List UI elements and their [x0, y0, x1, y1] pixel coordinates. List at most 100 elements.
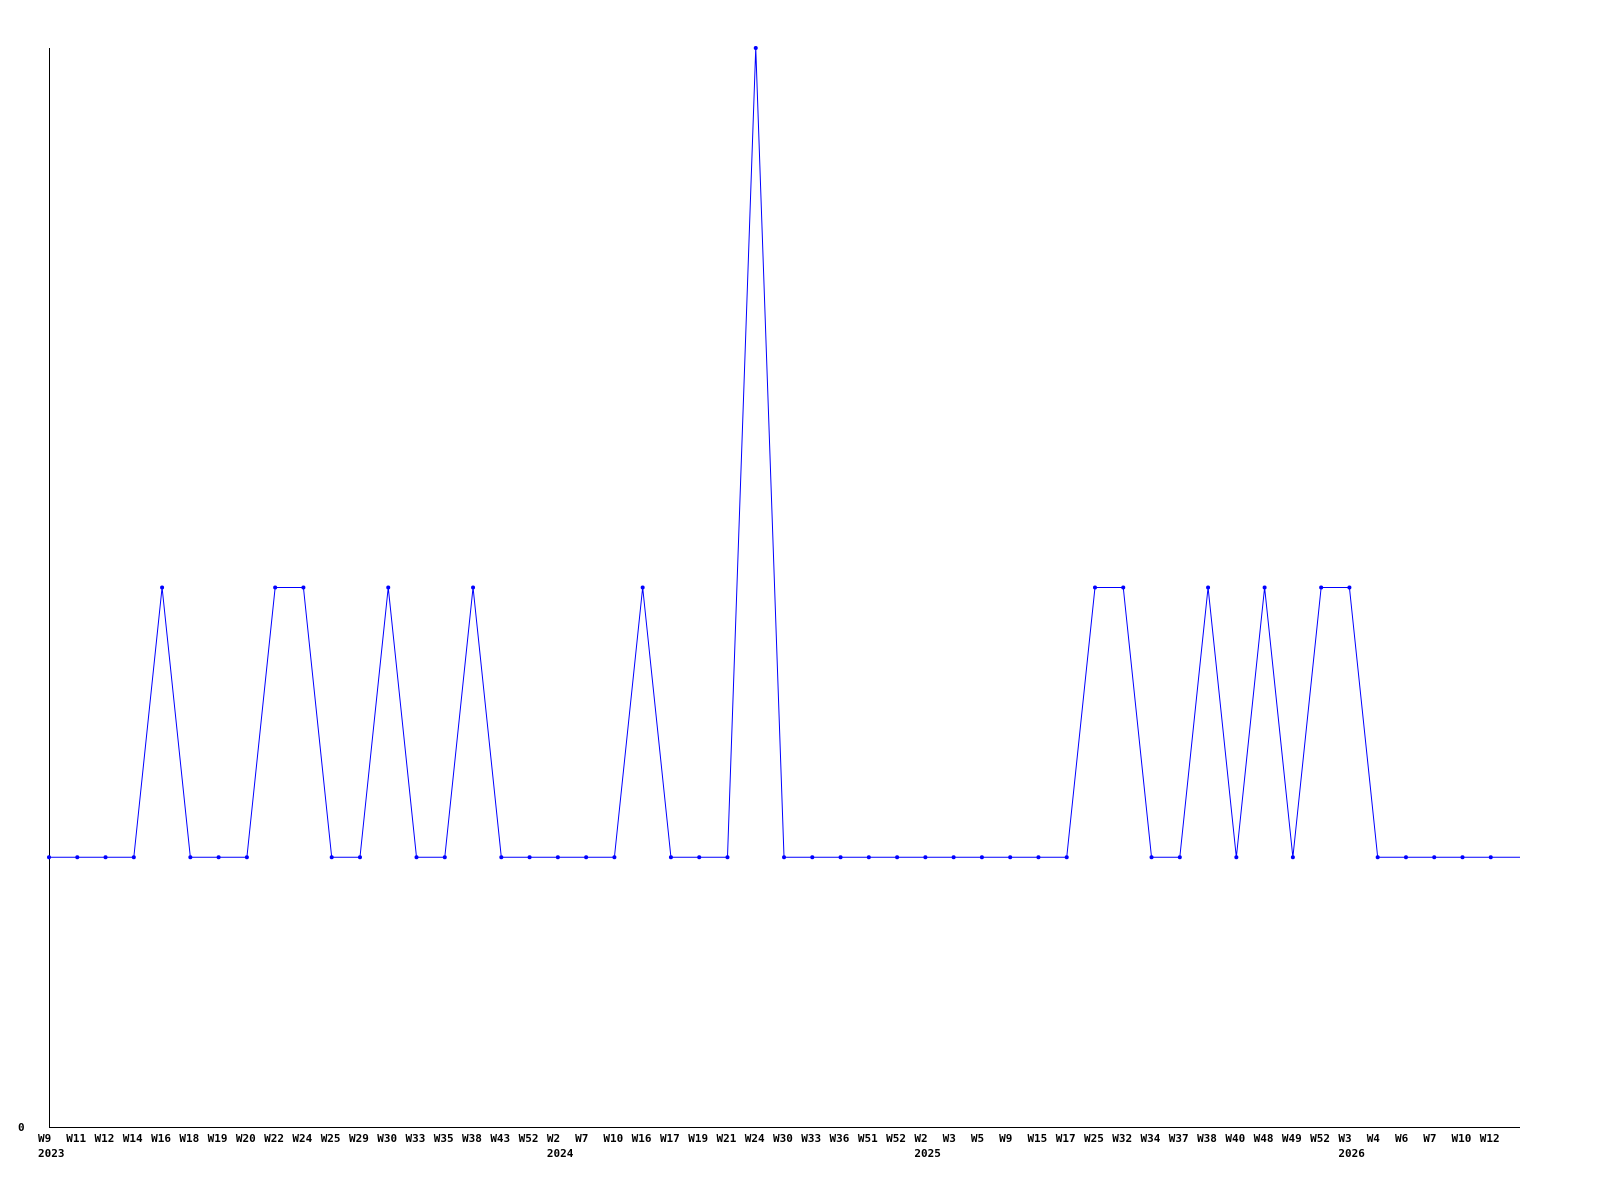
data-point — [1149, 855, 1154, 860]
series-line — [49, 47, 1520, 858]
x-tick-label: W14 — [123, 1132, 143, 1145]
data-point — [1488, 855, 1493, 860]
data-point — [640, 585, 645, 590]
x-tick-label: W2 — [547, 1132, 560, 1145]
data-point — [810, 855, 815, 860]
data-point — [527, 855, 532, 860]
x-tick-label: W20 — [236, 1132, 256, 1145]
x-tick-label: W9 — [999, 1132, 1012, 1145]
data-point — [131, 855, 136, 860]
x-tick-label: W12 — [1480, 1132, 1500, 1145]
x-tick-label: W17 — [1056, 1132, 1076, 1145]
x-tick-label: W4 — [1367, 1132, 1381, 1145]
x-tick-label: W49 — [1282, 1132, 1302, 1145]
data-point — [1036, 855, 1041, 860]
x-tick-label: W52 — [886, 1132, 906, 1145]
x-tick-label: W17 — [660, 1132, 680, 1145]
x-tick-label: W32 — [1112, 1132, 1132, 1145]
x-tick-label: W35 — [434, 1132, 454, 1145]
x-tick-label: W7 — [575, 1132, 588, 1145]
x-tick-label: W24 — [745, 1132, 765, 1145]
x-tick-label: W10 — [1452, 1132, 1472, 1145]
data-point — [103, 855, 108, 860]
data-point — [753, 46, 758, 50]
data-point — [1121, 585, 1126, 590]
data-point — [329, 855, 334, 860]
data-point — [1347, 585, 1352, 590]
data-point — [273, 585, 278, 590]
data-point — [1290, 855, 1295, 860]
x-tick-label: W19 — [208, 1132, 228, 1145]
x-tick-label: W34 — [1141, 1132, 1161, 1145]
x-tick-label: W38 — [1197, 1132, 1217, 1145]
data-point — [357, 855, 362, 860]
x-tick-label: W5 — [971, 1132, 984, 1145]
data-point — [1375, 855, 1380, 860]
x-tick-label: W18 — [179, 1132, 199, 1145]
data-point — [1092, 585, 1097, 590]
data-point — [1262, 585, 1267, 590]
data-point — [782, 855, 787, 860]
x-tick-label: W2 — [914, 1132, 927, 1145]
data-point — [1460, 855, 1465, 860]
x-tick-label: W3 — [943, 1132, 956, 1145]
data-point — [414, 855, 419, 860]
data-point — [866, 855, 871, 860]
year-label: 2025 — [914, 1147, 941, 1160]
data-point — [555, 855, 560, 860]
x-tick-label: W30 — [773, 1132, 793, 1145]
year-label: 2026 — [1338, 1147, 1365, 1160]
x-tick-label: W37 — [1169, 1132, 1189, 1145]
data-point — [188, 855, 193, 860]
data-point — [301, 585, 306, 590]
x-tick-label: W30 — [377, 1132, 397, 1145]
x-tick-label: W24 — [292, 1132, 312, 1145]
x-tick-label: W48 — [1254, 1132, 1274, 1145]
data-point — [1008, 855, 1013, 860]
x-tick-label: W33 — [406, 1132, 426, 1145]
data-point — [1432, 855, 1437, 860]
data-point — [499, 855, 504, 860]
x-tick-label: W25 — [321, 1132, 341, 1145]
x-tick-label: W36 — [830, 1132, 850, 1145]
data-point — [951, 855, 956, 860]
x-tick-label: W6 — [1395, 1132, 1409, 1145]
y-tick-label: 0 — [18, 1121, 25, 1134]
x-tick-label: W3 — [1338, 1132, 1351, 1145]
data-point — [75, 855, 80, 860]
data-point — [838, 855, 843, 860]
data-point — [1177, 855, 1182, 860]
x-tick-label: W33 — [801, 1132, 821, 1145]
data-point — [216, 855, 221, 860]
x-tick-label: W38 — [462, 1132, 482, 1145]
year-label: 2023 — [38, 1147, 65, 1160]
data-point — [612, 855, 617, 860]
data-point — [47, 855, 51, 860]
x-tick-label: W10 — [603, 1132, 623, 1145]
data-point — [1206, 585, 1211, 590]
x-tick-label: W21 — [716, 1132, 736, 1145]
data-point — [442, 855, 447, 860]
year-label: 2024 — [547, 1147, 574, 1160]
x-tick-label: W11 — [66, 1132, 86, 1145]
data-point — [725, 855, 730, 860]
x-tick-label: W7 — [1423, 1132, 1436, 1145]
data-point — [244, 855, 249, 860]
data-point — [697, 855, 702, 860]
x-tick-label: W9 — [38, 1132, 51, 1145]
data-point — [668, 855, 673, 860]
data-point — [895, 855, 900, 860]
x-tick-label: W51 — [858, 1132, 878, 1145]
data-point — [1064, 855, 1069, 860]
data-point — [1319, 585, 1324, 590]
x-tick-label: W16 — [632, 1132, 652, 1145]
x-tick-label: W52 — [519, 1132, 539, 1145]
x-tick-label: W52 — [1310, 1132, 1330, 1145]
data-point — [471, 585, 476, 590]
data-point — [1403, 855, 1408, 860]
x-tick-label: W40 — [1225, 1132, 1245, 1145]
data-point — [584, 855, 589, 860]
x-tick-label: W19 — [688, 1132, 708, 1145]
data-point — [979, 855, 984, 860]
